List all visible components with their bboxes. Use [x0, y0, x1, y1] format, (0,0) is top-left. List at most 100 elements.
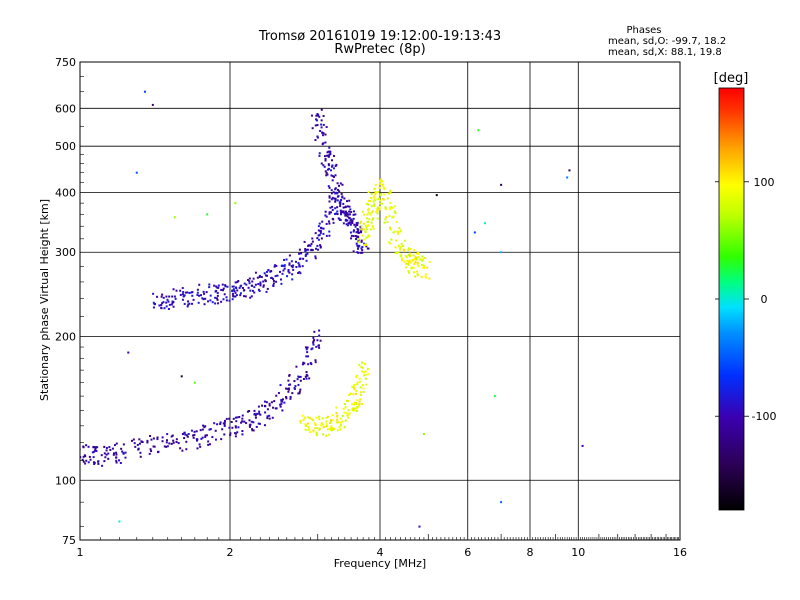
echo-point	[215, 289, 218, 292]
echo-point	[405, 262, 408, 265]
echo-point	[170, 442, 173, 445]
echo-point	[372, 200, 375, 203]
echo-point	[373, 196, 376, 199]
plot-frame	[79, 61, 681, 541]
echo-point	[377, 197, 380, 200]
echo-point	[266, 287, 269, 290]
echo-point	[367, 208, 370, 211]
echo-point	[152, 306, 155, 309]
echo-point	[566, 176, 569, 179]
echo-point	[187, 300, 190, 303]
echo-point	[223, 293, 226, 296]
echo-point	[353, 403, 356, 406]
echo-point	[327, 428, 330, 431]
echo-point	[340, 213, 343, 216]
echo-point	[348, 205, 351, 208]
echo-point	[203, 303, 206, 306]
echo-point	[379, 194, 382, 197]
echo-point	[376, 208, 379, 211]
echo-point	[229, 432, 232, 435]
echo-point	[173, 295, 176, 298]
echo-point	[327, 163, 330, 166]
echo-point	[298, 252, 301, 255]
echo-point	[384, 208, 387, 211]
echo-point	[346, 215, 349, 218]
echo-point	[422, 264, 425, 267]
echo-point	[424, 257, 427, 260]
echo-point	[94, 449, 97, 452]
echo-point	[407, 270, 410, 273]
echo-point	[152, 445, 155, 448]
echo-point	[357, 245, 360, 248]
echo-point	[298, 258, 301, 261]
echo-point	[275, 264, 278, 267]
echo-point	[138, 438, 141, 441]
echo-point	[103, 460, 106, 463]
echo-point	[363, 213, 366, 216]
echo-point	[213, 422, 216, 425]
echo-point	[231, 292, 234, 295]
echo-point	[223, 421, 226, 424]
echo-point	[304, 248, 307, 251]
echo-point	[382, 186, 385, 189]
echo-point	[328, 234, 331, 237]
echo-point	[262, 284, 265, 287]
echo-point	[357, 241, 360, 244]
echo-point	[272, 282, 275, 285]
echo-point	[183, 302, 186, 305]
echo-point	[349, 231, 352, 234]
echo-point	[299, 388, 302, 391]
echo-point	[259, 413, 262, 416]
echo-point	[328, 167, 331, 170]
echo-point	[394, 230, 397, 233]
echo-point	[396, 251, 399, 254]
echo-point	[320, 108, 323, 111]
echo-point	[190, 429, 193, 432]
echo-point	[320, 126, 323, 129]
echo-point	[388, 241, 391, 244]
echo-point	[328, 153, 331, 156]
echo-point	[89, 458, 92, 461]
echo-point	[334, 198, 337, 201]
echo-point	[340, 198, 343, 201]
y-tick-label: 200	[55, 330, 76, 343]
echo-point	[399, 230, 402, 233]
echo-point	[278, 270, 281, 273]
echo-point	[326, 151, 329, 154]
echo-point	[358, 244, 361, 247]
echo-point	[346, 412, 349, 415]
echo-point	[418, 525, 421, 528]
echo-point	[351, 409, 354, 412]
echo-point	[348, 217, 351, 220]
echo-point	[326, 154, 329, 157]
echo-point	[268, 414, 271, 417]
echo-point	[312, 419, 315, 422]
echo-point	[118, 520, 121, 523]
echo-point	[316, 427, 319, 430]
echo-point	[352, 409, 355, 412]
echo-point	[418, 258, 421, 261]
echo-point	[327, 164, 330, 167]
echo-point	[318, 428, 321, 431]
echo-point	[361, 361, 364, 364]
echo-point	[325, 234, 328, 237]
echo-point	[87, 461, 90, 464]
echo-point	[367, 235, 370, 238]
echo-point	[262, 280, 265, 283]
echo-point	[319, 129, 322, 132]
echo-point	[352, 213, 355, 216]
echo-point	[156, 438, 159, 441]
echo-point	[403, 250, 406, 253]
echo-point	[307, 244, 310, 247]
echo-point	[329, 206, 332, 209]
echo-point	[306, 416, 309, 419]
echo-point	[172, 288, 175, 291]
echo-point	[211, 436, 214, 439]
echo-point	[209, 294, 212, 297]
echo-point	[331, 164, 334, 167]
echo-point	[201, 297, 204, 300]
echo-point	[232, 417, 235, 420]
echo-point	[412, 267, 415, 270]
x-tick-label: 10	[571, 546, 585, 559]
echo-point	[216, 423, 219, 426]
